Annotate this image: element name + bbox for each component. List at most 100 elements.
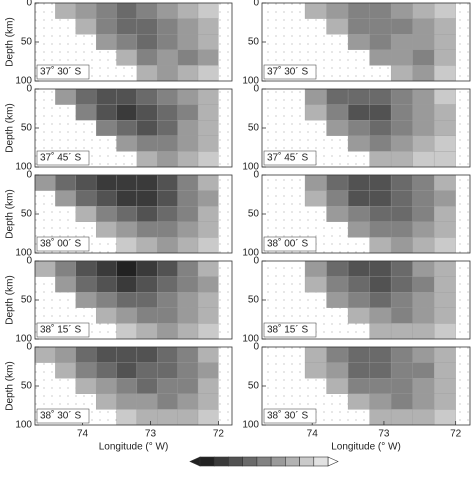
cell [177, 206, 199, 222]
cell [75, 190, 97, 207]
cell [326, 120, 349, 136]
cell [75, 206, 97, 222]
cell [433, 88, 456, 105]
cell [412, 88, 435, 105]
cell [177, 34, 199, 50]
cell [136, 120, 158, 136]
cell [304, 2, 327, 19]
cell [347, 120, 370, 136]
cell [347, 393, 370, 410]
cell [197, 34, 219, 50]
colorbar-box [213, 456, 229, 467]
cell [369, 237, 392, 254]
cell [75, 362, 97, 379]
cell [197, 292, 219, 308]
cell [412, 292, 435, 308]
cell [347, 190, 370, 207]
cell [390, 346, 413, 363]
cell [390, 18, 413, 35]
cell [177, 292, 199, 308]
cell [177, 151, 199, 168]
cell [95, 276, 117, 293]
cell [412, 104, 435, 121]
cell [197, 221, 219, 238]
cell [95, 120, 117, 136]
cell [75, 276, 97, 293]
y-tick-label: 100 [15, 76, 32, 87]
cell [412, 206, 435, 222]
cell [75, 346, 97, 363]
cell [412, 307, 435, 324]
y-tick-label: 0 [26, 256, 32, 267]
x-tick-label: 73 [378, 429, 390, 440]
x-tick-label: 73 [145, 429, 157, 440]
y-tick-label: 50 [248, 295, 260, 306]
cell [412, 2, 435, 19]
cell [55, 362, 76, 379]
cell [197, 346, 219, 363]
label-box [36, 150, 90, 166]
cell [347, 104, 370, 121]
colorbar-box [228, 456, 243, 467]
cell [390, 260, 413, 277]
cell [136, 346, 158, 363]
cell [75, 260, 97, 277]
cell [116, 323, 138, 340]
cell [369, 307, 392, 324]
cell [347, 88, 370, 105]
cell [95, 393, 117, 410]
panel-label: 38˚ 15´ S [267, 324, 308, 336]
cell [326, 88, 349, 105]
cell [95, 307, 117, 324]
cell [157, 49, 178, 66]
y-tick-label: 50 [21, 295, 33, 306]
cell [304, 260, 327, 277]
cell [116, 409, 138, 426]
cell [157, 260, 178, 277]
cell [157, 18, 178, 35]
cell [197, 323, 219, 340]
cell [412, 346, 435, 363]
label-box [263, 322, 317, 338]
colorbar-box [270, 456, 286, 467]
cell [197, 135, 219, 152]
cell [433, 174, 456, 191]
x-tick-label: 74 [77, 429, 89, 440]
cell [412, 393, 435, 410]
y-tick-label: 100 [15, 162, 32, 173]
cell [177, 323, 199, 340]
cell [433, 190, 456, 207]
label-box [263, 236, 317, 252]
y-tick-label: 100 [15, 248, 32, 259]
cell [136, 260, 158, 277]
cell [326, 292, 349, 308]
colorbar-arrow-right [327, 456, 339, 467]
panel-label: 38˚ 30´ S [40, 410, 81, 422]
y-tick-label: 50 [21, 123, 33, 134]
cell [390, 409, 413, 426]
cell [369, 260, 392, 277]
cell [433, 18, 456, 35]
cell [116, 190, 138, 207]
cell [390, 190, 413, 207]
cell [326, 362, 349, 379]
y-tick-label: 0 [26, 84, 32, 95]
cell [55, 174, 76, 191]
cell [390, 151, 413, 168]
cell [197, 260, 219, 277]
cell [369, 151, 392, 168]
cell [433, 221, 456, 238]
panel-label: 37˚ 30´ S [40, 66, 81, 78]
y-tick-label: 0 [26, 170, 32, 181]
cell [157, 88, 178, 105]
cell [412, 221, 435, 238]
cell [369, 18, 392, 35]
cell [136, 221, 158, 238]
cell [136, 135, 158, 152]
y-tick-label: 100 [242, 334, 259, 345]
cell [157, 206, 178, 222]
x-axis-label: Longitude (° W) [331, 442, 401, 453]
cell [197, 151, 219, 168]
cell [390, 276, 413, 293]
